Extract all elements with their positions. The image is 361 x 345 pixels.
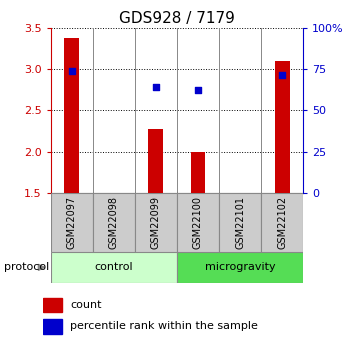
Point <box>195 87 201 92</box>
Bar <box>177 252 303 283</box>
Text: count: count <box>70 300 101 310</box>
Point <box>69 69 74 74</box>
Bar <box>261 193 303 252</box>
Bar <box>148 129 163 193</box>
Bar <box>43 298 62 312</box>
Text: microgravity: microgravity <box>205 263 275 272</box>
Text: GSM22101: GSM22101 <box>235 196 245 249</box>
Bar <box>43 319 62 334</box>
Bar <box>64 38 79 193</box>
Bar <box>219 193 261 252</box>
Text: GSM22098: GSM22098 <box>109 196 119 249</box>
Point <box>279 72 285 78</box>
Point <box>153 85 159 90</box>
Title: GDS928 / 7179: GDS928 / 7179 <box>119 11 235 27</box>
Text: percentile rank within the sample: percentile rank within the sample <box>70 322 258 332</box>
Bar <box>275 61 290 193</box>
Text: protocol: protocol <box>4 263 49 272</box>
Bar <box>93 193 135 252</box>
Text: GSM22099: GSM22099 <box>151 196 161 249</box>
Bar <box>191 152 205 193</box>
Text: control: control <box>95 263 133 272</box>
Bar <box>177 193 219 252</box>
Bar <box>51 193 93 252</box>
Text: GSM22097: GSM22097 <box>66 196 77 249</box>
Bar <box>51 252 177 283</box>
Text: GSM22100: GSM22100 <box>193 196 203 249</box>
Text: GSM22102: GSM22102 <box>277 196 287 249</box>
Bar <box>135 193 177 252</box>
